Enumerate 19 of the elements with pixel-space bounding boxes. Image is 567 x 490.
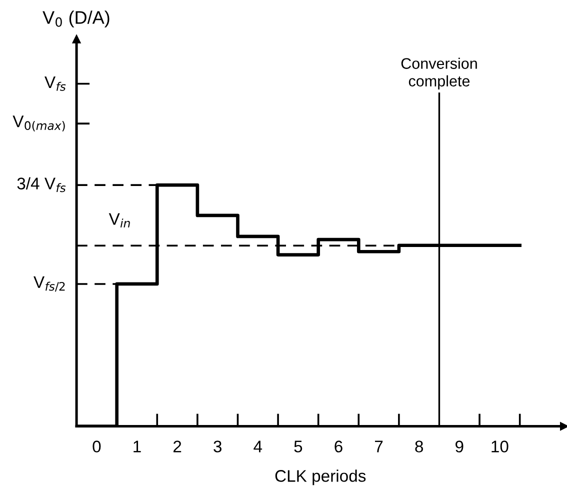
ref-line-label: 3/4 V$_{fs}$ [17, 177, 66, 192]
x-tick-label: 7 [375, 440, 383, 452]
x-axis-title: CLK periods [275, 470, 366, 486]
x-tick-label: 9 [456, 440, 464, 452]
x-tick-label: 5 [294, 440, 302, 452]
ref-line-label: V$_{fs/2}$ [34, 276, 65, 292]
x-tick-label: 1 [134, 440, 141, 452]
ref-line-label: V$_{fs}$ [44, 76, 66, 91]
x-tick-label: 3 [214, 440, 222, 452]
x-tick-label: 6 [334, 440, 342, 452]
text: V$_{0}$ (D/A) [42, 10, 110, 28]
annotation: V$_{in}$ [108, 213, 130, 228]
x-tick-label: 2 [173, 440, 182, 452]
x-tick-label: 8 [415, 440, 423, 452]
ref-line-label: Conversion complete [401, 58, 477, 90]
x-tick-label: 4 [254, 440, 262, 452]
x-tick-label: 0 [92, 440, 101, 452]
x-tick-label: 10 [492, 440, 508, 452]
ref-line-label: V$_{0(max)}$ [12, 116, 65, 132]
